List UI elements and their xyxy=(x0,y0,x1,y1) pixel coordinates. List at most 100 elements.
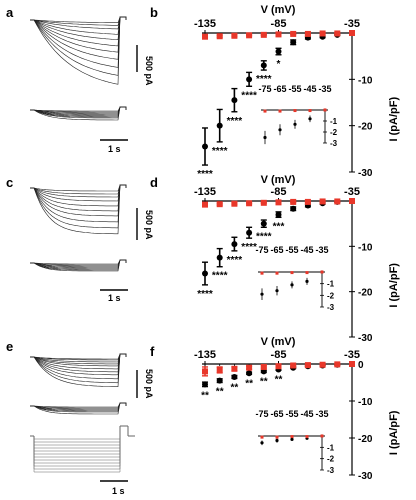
protocol-step xyxy=(30,425,135,449)
inset-point-control xyxy=(275,271,279,275)
inset-y-tick-label: -1 xyxy=(330,117,338,126)
x-axis-title: V (mV) xyxy=(261,336,296,348)
data-point xyxy=(260,220,267,227)
inset-point-treated xyxy=(275,438,279,443)
data-point xyxy=(304,30,311,37)
data-point xyxy=(334,361,341,368)
data-point xyxy=(231,241,238,248)
inset-point-control xyxy=(275,435,279,439)
data-point xyxy=(246,370,253,377)
trace-sweep xyxy=(30,106,127,113)
data-point xyxy=(202,368,208,375)
data-point xyxy=(202,201,208,208)
data-point xyxy=(246,364,253,371)
x-tick-label: -35 xyxy=(344,186,360,198)
x-tick-label: -35 xyxy=(344,18,360,30)
series-control xyxy=(202,198,355,208)
trace-family-e-top xyxy=(30,353,127,387)
trace-sweep xyxy=(30,259,127,271)
trace-sweep xyxy=(30,353,127,367)
protocol-step xyxy=(30,425,135,452)
data-point xyxy=(319,361,326,368)
inset-x-tick-label: -35 xyxy=(315,409,328,419)
data-point xyxy=(290,362,297,369)
trace-sweep xyxy=(30,402,127,415)
protocol-step xyxy=(30,425,135,443)
trace-sweep xyxy=(30,16,127,26)
trace-family-c-top xyxy=(30,184,127,235)
protocol-step xyxy=(30,425,135,440)
trace-sweep xyxy=(30,402,127,412)
trace-sweep xyxy=(30,259,127,269)
inset-y-tick-label: -2 xyxy=(327,455,335,464)
y-tick-label: -10 xyxy=(358,397,373,408)
trace-sweep xyxy=(30,184,127,195)
trace-sweep xyxy=(30,353,127,361)
trace-sweep xyxy=(30,259,127,265)
iv-chart-b: -135 -85 -35-10-20-30V (mV)I (pA/pF)******… xyxy=(194,4,400,180)
trace-sweep xyxy=(30,259,127,267)
data-point xyxy=(304,362,311,369)
trace-sweep xyxy=(30,402,127,409)
significance-marker: *** xyxy=(273,221,285,232)
significance-marker: **** xyxy=(256,74,272,85)
trace-sweep xyxy=(30,353,127,365)
trace-sweep xyxy=(30,16,127,23)
inset-point-control xyxy=(278,109,282,113)
trace-sweep xyxy=(30,184,127,217)
trace-sweep xyxy=(30,16,127,68)
panel-label-d: d xyxy=(150,175,158,190)
data-point xyxy=(275,363,282,370)
trace-sweep xyxy=(30,106,127,112)
inset-point-control xyxy=(320,434,324,438)
significance-marker: ** xyxy=(231,382,239,393)
inset-point-control xyxy=(305,271,309,275)
trace-family-c-bottom xyxy=(30,259,127,272)
data-point xyxy=(334,198,341,205)
protocol-step xyxy=(30,425,135,473)
inset-point-control xyxy=(323,108,327,112)
data-point xyxy=(216,33,223,40)
data-point xyxy=(202,143,208,150)
data-point xyxy=(231,97,238,104)
data-point xyxy=(275,48,282,55)
inset-point-control xyxy=(305,435,309,439)
series-control xyxy=(202,30,355,40)
trace-family-a-bottom xyxy=(30,106,127,121)
trace-sweep xyxy=(30,259,127,270)
data-point xyxy=(202,270,208,277)
inset-y-tick-label: -2 xyxy=(330,128,338,137)
trace-sweep xyxy=(30,16,127,85)
data-point xyxy=(319,198,326,205)
iv-charts: -135 -85 -35-10-20-30V (mV)I (pA/pF)******… xyxy=(194,4,400,482)
trace-sweep xyxy=(30,184,127,198)
trace-sweep xyxy=(30,184,127,212)
trace-sweep xyxy=(30,259,127,268)
inset-f: -75 -65 -55 -45 -35 -1 -2 -3 xyxy=(255,409,334,475)
inset-x-tick-label: -55 xyxy=(285,409,298,419)
trace-sweep xyxy=(30,106,127,119)
x-tick-label: -85 xyxy=(271,18,287,30)
trace-sweep xyxy=(30,353,127,360)
trace-sweep xyxy=(30,353,127,376)
inset-d: -75 -65 -55 -45 -35 -1 -2 -3 xyxy=(255,245,334,312)
significance-marker: **** xyxy=(197,169,213,180)
protocol-step xyxy=(30,425,135,458)
trace-family-a-top xyxy=(30,16,127,85)
y-axis-title: I (pA/pF) xyxy=(388,410,400,455)
data-point xyxy=(231,365,238,372)
inset-x-tick-label: -35 xyxy=(315,245,328,255)
significance-marker: **** xyxy=(227,116,243,127)
trace-sweep xyxy=(30,402,127,410)
inset-point-control xyxy=(293,109,297,113)
data-point xyxy=(216,366,223,373)
data-point xyxy=(246,229,253,236)
panel-label-b: b xyxy=(150,5,158,20)
x-axis-title: V (mV) xyxy=(261,174,296,186)
inset-point-treated xyxy=(290,283,294,287)
scale-time-label-a: 1 s xyxy=(108,144,121,154)
significance-marker: * xyxy=(277,59,281,70)
x-tick-label: -135 xyxy=(194,186,216,198)
inset-x-tick-label: -45 xyxy=(303,84,316,94)
